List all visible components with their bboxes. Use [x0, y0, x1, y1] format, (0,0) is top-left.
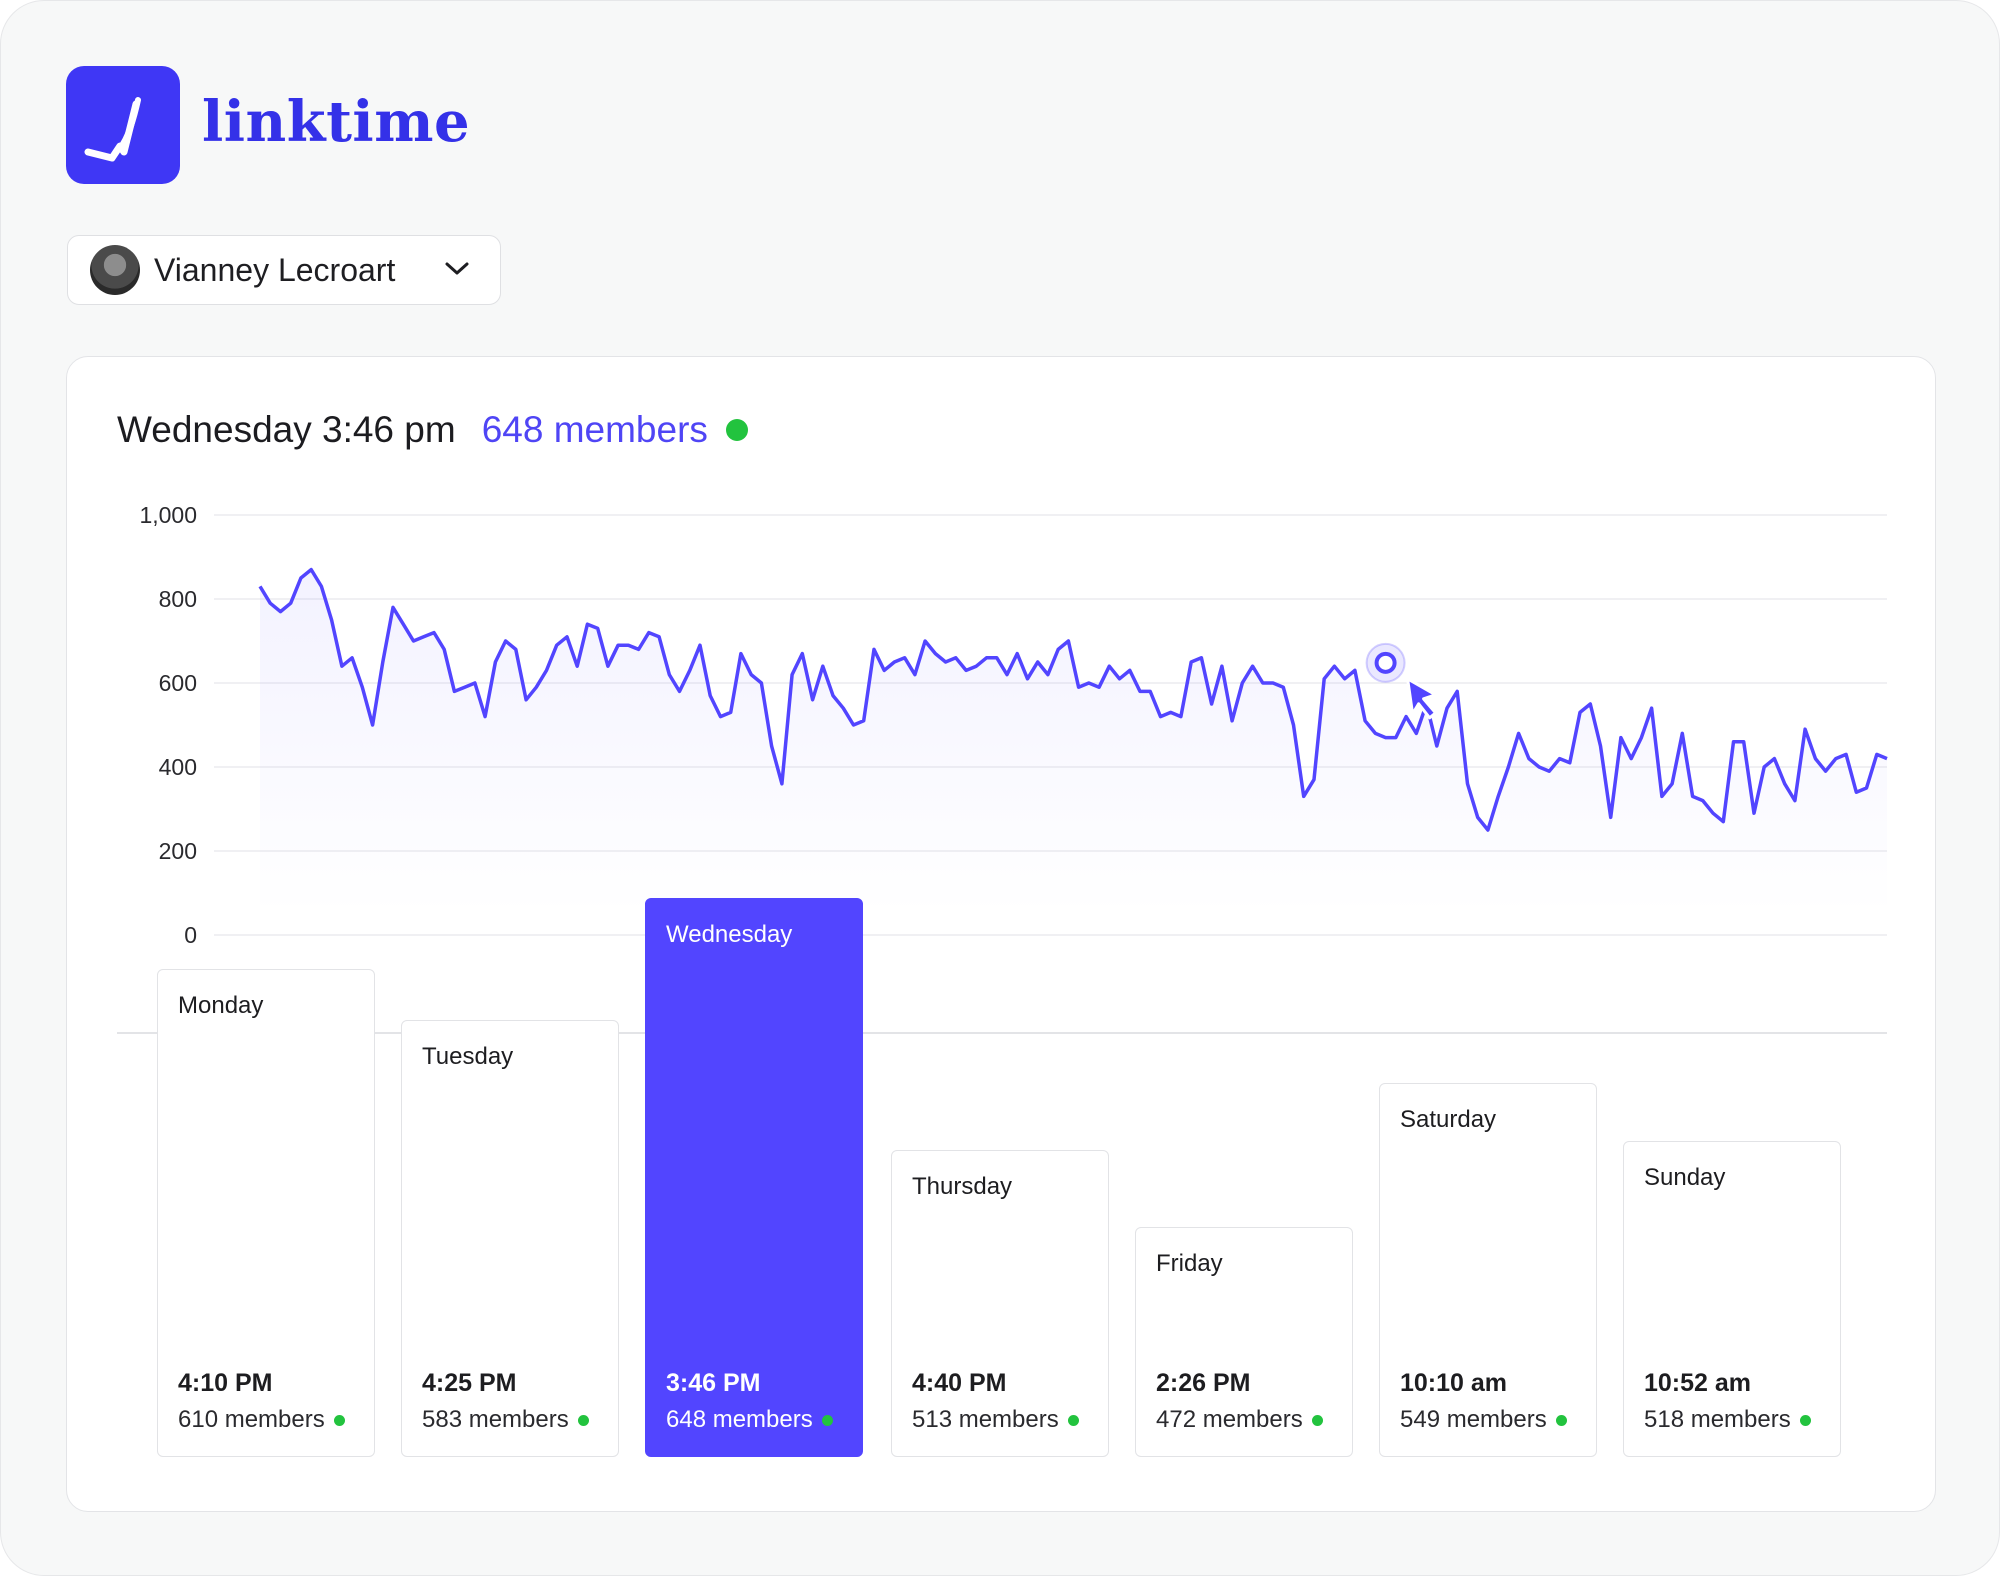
online-status-dot: [333, 1414, 345, 1426]
y-tick-label: 200: [159, 838, 197, 864]
activity-card: Wednesday 3:46 pm 648 members 1,000 800 60…: [66, 356, 1936, 1512]
day-members: 472 members: [1156, 1406, 1323, 1434]
day-name: Wednesday: [666, 921, 793, 948]
series-line: [258, 567, 1888, 832]
day-members: 610 members: [178, 1406, 345, 1434]
day-card-friday[interactable]: Friday 2:26 PM 472 members: [1135, 1227, 1353, 1457]
members-line-chart[interactable]: 1,000 800 600 400 200 0: [67, 357, 1937, 1037]
chart-area-fill: [260, 569, 1887, 915]
avatar: [90, 245, 140, 295]
day-members-label: 610 members: [178, 1406, 325, 1433]
day-members-label: 583 members: [422, 1406, 569, 1433]
day-card-wednesday[interactable]: Wednesday 3:46 PM 648 members: [645, 898, 863, 1457]
y-tick-label: 0: [184, 922, 197, 948]
user-selector-dropdown[interactable]: Vianney Lecroart: [67, 235, 501, 305]
day-members: 583 members: [422, 1406, 589, 1434]
day-card-saturday[interactable]: Saturday 10:10 am 549 members: [1379, 1083, 1597, 1457]
peak-members: 648 members: [481, 409, 708, 450]
day-peak-time: 4:25 PM: [422, 1369, 517, 1397]
day-members-label: 472 members: [1156, 1406, 1303, 1433]
day-name: Friday: [1156, 1250, 1223, 1277]
current-peak-summary: Wednesday 3:46 pm 648 members: [117, 409, 748, 451]
y-tick-label: 400: [159, 754, 197, 780]
online-status-dot: [1799, 1414, 1811, 1426]
chevron-down-icon: [445, 262, 469, 275]
day-name: Sunday: [1644, 1164, 1726, 1191]
cursor-pointer-icon: [1406, 677, 1438, 720]
day-card-tuesday[interactable]: Tuesday 4:25 PM 583 members: [401, 1020, 619, 1457]
highlight-point: [1374, 651, 1397, 674]
online-status-dot: [725, 419, 748, 441]
day-card-thursday[interactable]: Thursday 4:40 PM 513 members: [891, 1150, 1109, 1457]
y-tick-label: 800: [159, 586, 197, 612]
online-status-dot: [1311, 1414, 1323, 1426]
day-members-label: 648 members: [666, 1406, 813, 1433]
day-peak-time: 4:10 PM: [178, 1369, 273, 1397]
day-peak-time: 4:40 PM: [912, 1369, 1007, 1397]
online-status-dot: [1067, 1414, 1079, 1426]
day-peak-time: 10:10 am: [1400, 1369, 1508, 1397]
user-name: Vianney Lecroart: [154, 251, 396, 288]
chart-divider: [117, 1032, 1887, 1034]
peak-time: Wednesday 3:46 pm: [117, 409, 456, 450]
app-logo: linktime: [66, 66, 470, 184]
day-name: Monday: [178, 992, 264, 1019]
day-peak-time: 3:46 PM: [666, 1369, 761, 1397]
app-name: linktime: [202, 89, 471, 155]
day-members: 648 members: [666, 1406, 833, 1434]
y-tick-label: 600: [159, 670, 197, 696]
day-card-sunday[interactable]: Sunday 10:52 am 518 members: [1623, 1141, 1841, 1457]
day-members: 549 members: [1400, 1406, 1567, 1434]
y-tick-label: 1,000: [139, 502, 197, 528]
day-name: Tuesday: [422, 1043, 514, 1070]
day-peak-time: 10:52 am: [1644, 1369, 1752, 1397]
online-status-dot: [821, 1414, 833, 1426]
day-card-monday[interactable]: Monday 4:10 PM 610 members: [157, 969, 375, 1457]
day-peak-time: 2:26 PM: [1156, 1369, 1251, 1397]
online-status-dot: [577, 1414, 589, 1426]
linktime-logo-icon: [66, 66, 180, 184]
day-members-label: 513 members: [912, 1406, 1059, 1433]
online-status-dot: [1555, 1414, 1567, 1426]
day-members: 513 members: [912, 1406, 1079, 1434]
day-name: Saturday: [1400, 1106, 1497, 1133]
day-name: Thursday: [912, 1173, 1013, 1200]
day-members-label: 518 members: [1644, 1406, 1791, 1433]
day-members-label: 549 members: [1400, 1406, 1547, 1433]
day-members: 518 members: [1644, 1406, 1811, 1434]
